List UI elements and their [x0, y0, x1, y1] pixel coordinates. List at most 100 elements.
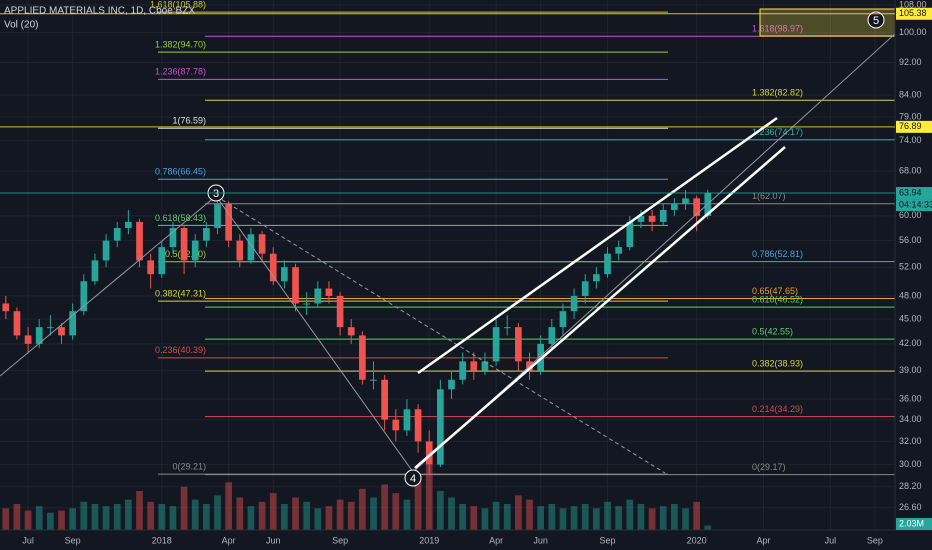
price-box [896, 120, 932, 133]
candle-body [682, 198, 689, 205]
volume-bar [437, 491, 444, 530]
candle-body [448, 379, 455, 390]
y-tick-label: 60.00 [899, 210, 922, 220]
price-box [896, 7, 932, 20]
volume-bar [258, 501, 266, 530]
candle-body [492, 327, 500, 362]
volume-bar [392, 493, 400, 530]
fib-label: 1.618(105.88) [150, 0, 206, 9]
candle-body [559, 311, 567, 328]
x-tick-label: Sep [332, 535, 348, 545]
volume-box [896, 518, 932, 530]
candle-body [203, 228, 210, 241]
y-tick-label: 92.00 [899, 57, 922, 67]
countdown: 04:14:33 [899, 199, 932, 209]
volume-bar [58, 510, 65, 530]
candle-body [414, 409, 422, 442]
candle-body [381, 379, 388, 420]
candle-body [581, 281, 589, 296]
y-tick-label: 74.00 [899, 135, 922, 145]
volume-bar [526, 499, 533, 530]
candle-body [225, 204, 232, 241]
fib-label: 1.618(98.97) [752, 24, 803, 34]
candle-body [113, 228, 121, 241]
volume-bar [359, 488, 366, 530]
volume [2, 465, 712, 530]
candle-body [247, 234, 255, 261]
candle-body [325, 288, 333, 296]
candle-body [425, 441, 433, 465]
volume-bar [448, 497, 455, 530]
candle-body [615, 247, 622, 254]
y-tick-label: 68.00 [899, 165, 922, 175]
wave-label: 4 [410, 473, 416, 485]
x-tick-label: 2019 [419, 535, 439, 545]
candle-body [58, 327, 65, 336]
volume-bar [281, 504, 288, 530]
fib-label: 0.618(58.43) [155, 213, 206, 223]
volume-bar [682, 508, 689, 530]
fib-label: 0.214(34.29) [752, 404, 803, 414]
volume-bar [381, 484, 388, 530]
candle-body [459, 361, 466, 380]
candle-body [35, 327, 43, 344]
volume-bar [581, 504, 589, 530]
candle-body [693, 198, 700, 216]
volume-bar [570, 506, 578, 530]
volume-bar [403, 499, 411, 530]
fib-label: 0(29.17) [752, 462, 786, 472]
volume-bar [314, 508, 322, 530]
y-tick-label: 84.00 [899, 90, 922, 100]
candle-body [102, 240, 110, 261]
candle-body [637, 215, 645, 222]
candle-body [548, 327, 556, 344]
candle-body [671, 204, 678, 210]
volume-label: 2.03M [899, 518, 924, 528]
volume-bar [169, 506, 177, 530]
candle-body [503, 327, 511, 329]
volume-bar [47, 512, 54, 530]
volume-bar [481, 508, 489, 530]
candle-body [659, 209, 667, 222]
wave-label: 3 [213, 188, 219, 200]
candle-body [336, 295, 344, 328]
fib-label: 0.382(38.93) [752, 358, 803, 368]
volume-bar [492, 501, 500, 530]
x-tick-label: Apr [757, 535, 771, 545]
volume-bar [158, 504, 166, 530]
candle-body [392, 419, 400, 431]
price-label: 105.38 [899, 8, 927, 18]
fib-label: 1(76.59) [172, 116, 206, 126]
fib-label: 0.236(40.39) [155, 345, 206, 355]
y-tick-label: 39.00 [899, 365, 922, 375]
chart-title: APPLIED MATERIALS INC, 1D, Cboe BZX [4, 6, 195, 17]
candle-body [570, 295, 578, 312]
candle-body [236, 240, 244, 261]
volume-bar [648, 508, 656, 530]
candle-body [69, 311, 76, 336]
candle-body [626, 221, 634, 248]
fib-label: 1(62.07) [752, 191, 786, 201]
volume-bar [269, 493, 277, 530]
candle-body [125, 221, 132, 229]
volume-bar [292, 497, 299, 530]
candle-body [359, 335, 366, 380]
volume-bar [414, 475, 422, 530]
y-tick-label: 48.00 [899, 290, 922, 300]
candle-body [158, 247, 166, 275]
volume-bar [459, 504, 466, 530]
candle-body [2, 303, 10, 312]
volume-bar [69, 508, 76, 530]
price-label: 76.89 [899, 121, 922, 131]
fib-label: 1.236(74.17) [752, 127, 803, 137]
fib-label: 0.786(66.45) [155, 167, 206, 177]
volume-bar [80, 501, 88, 530]
y-tick-label: 100.00 [899, 27, 927, 37]
x-tick-label: Apr [222, 535, 236, 545]
volume-bar [637, 504, 645, 530]
volume-bar [136, 491, 143, 530]
y-tick-label: 108.00 [899, 0, 927, 9]
y-tick-label: 79.00 [899, 112, 922, 122]
